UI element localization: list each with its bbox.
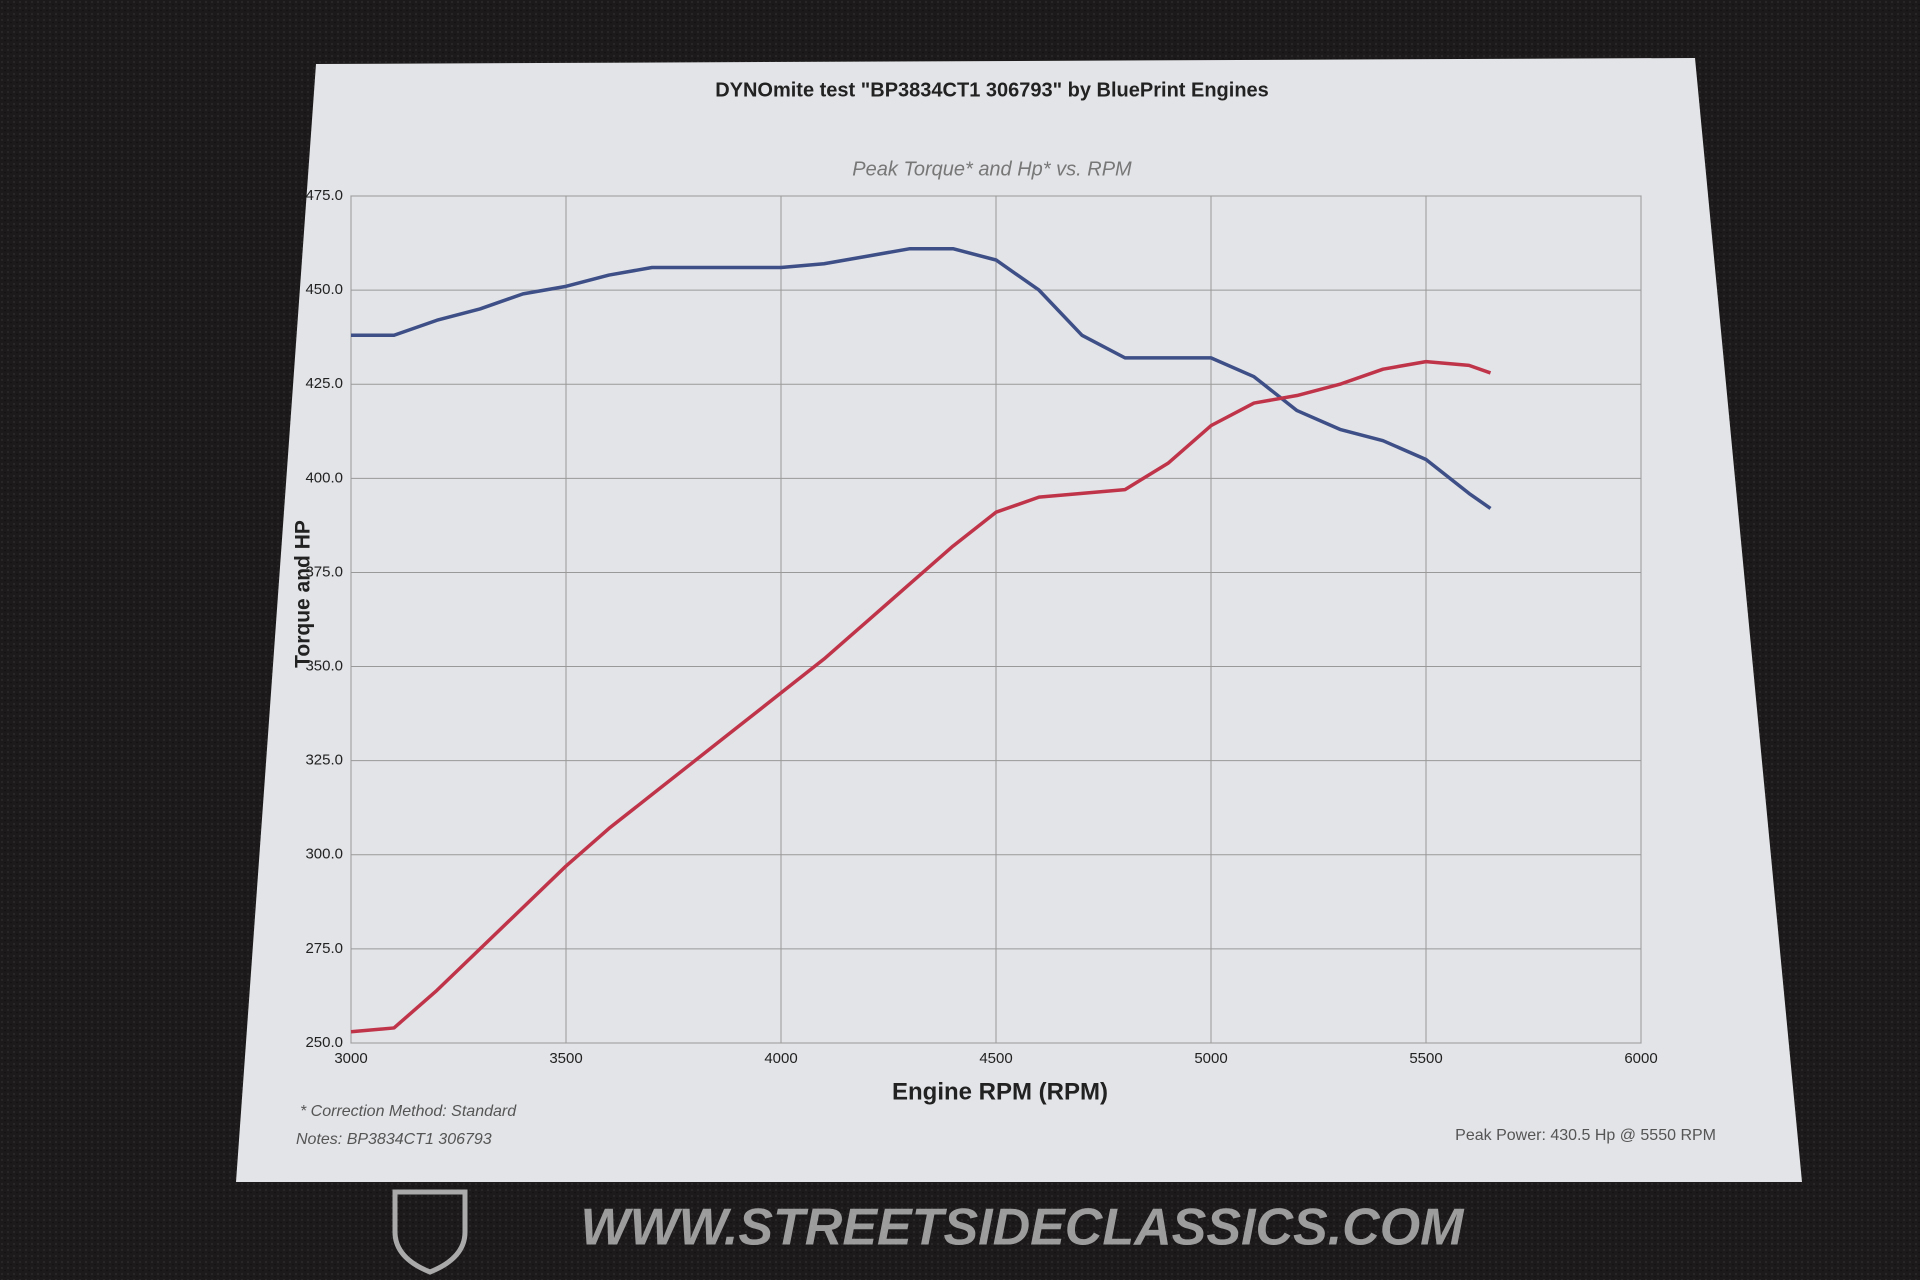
x-axis-label: Engine RPM (RPM): [892, 1078, 1108, 1105]
x-tick-label: 6000: [1624, 1050, 1657, 1067]
x-tick-label: 3000: [334, 1050, 367, 1067]
y-tick-label: 300.0: [305, 846, 343, 863]
y-tick-label: 250.0: [305, 1034, 343, 1051]
watermark: WWW.STREETSIDECLASSICS.COM: [580, 1199, 1465, 1257]
series-line: [350, 359, 1492, 1034]
x-tick-label: 3500: [549, 1050, 582, 1067]
watermark-logo: [392, 1189, 468, 1275]
annotation: * Correction Method: Standard: [300, 1103, 517, 1120]
y-tick-label: 375.0: [305, 563, 343, 580]
chart-title: DYNOmite test "BP3834CT1 306793" by Blue…: [715, 79, 1269, 101]
y-tick-label: 425.0: [305, 375, 343, 392]
chart-subtitle: Peak Torque* and Hp* vs. RPM: [852, 158, 1132, 180]
annotation: Notes: BP3834CT1 306793: [296, 1131, 492, 1148]
y-tick-label: 400.0: [305, 469, 343, 486]
y-tick-label: 325.0: [305, 752, 343, 769]
x-tick-label: 4000: [764, 1050, 797, 1067]
paper: [236, 58, 1802, 1182]
y-tick-label: 350.0: [305, 658, 343, 675]
x-tick-label: 4500: [979, 1050, 1012, 1067]
annotation: Peak Power: 430.5 Hp @ 5550 RPM: [1455, 1127, 1716, 1144]
y-tick-label: 275.0: [305, 940, 343, 957]
y-tick-label: 450.0: [305, 281, 343, 298]
x-tick-label: 5500: [1409, 1050, 1442, 1067]
x-tick-label: 5000: [1194, 1050, 1227, 1067]
series-line: [351, 246, 1492, 510]
y-axis-label: Torque and HP: [292, 520, 315, 668]
y-tick-label: 475.0: [305, 187, 343, 204]
